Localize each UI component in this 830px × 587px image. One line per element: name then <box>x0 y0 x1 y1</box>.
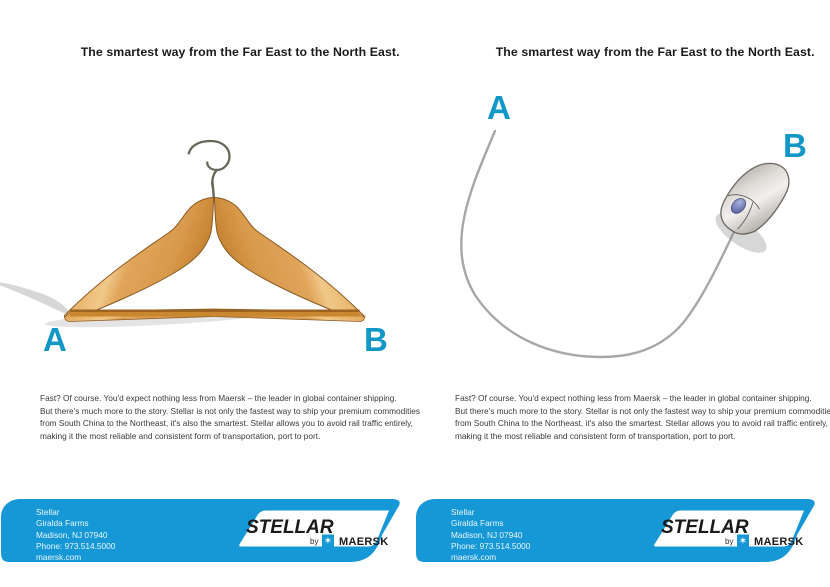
svg-text:✶: ✶ <box>739 536 747 547</box>
svg-text:by: by <box>725 537 733 546</box>
svg-text:STELLAR: STELLAR <box>246 517 334 538</box>
svg-text:MAERSK: MAERSK <box>754 536 803 548</box>
svg-text:✶: ✶ <box>324 536 332 547</box>
svg-text:MAERSK: MAERSK <box>339 536 388 548</box>
svg-text:by: by <box>310 537 318 546</box>
svg-text:STELLAR: STELLAR <box>661 517 749 538</box>
